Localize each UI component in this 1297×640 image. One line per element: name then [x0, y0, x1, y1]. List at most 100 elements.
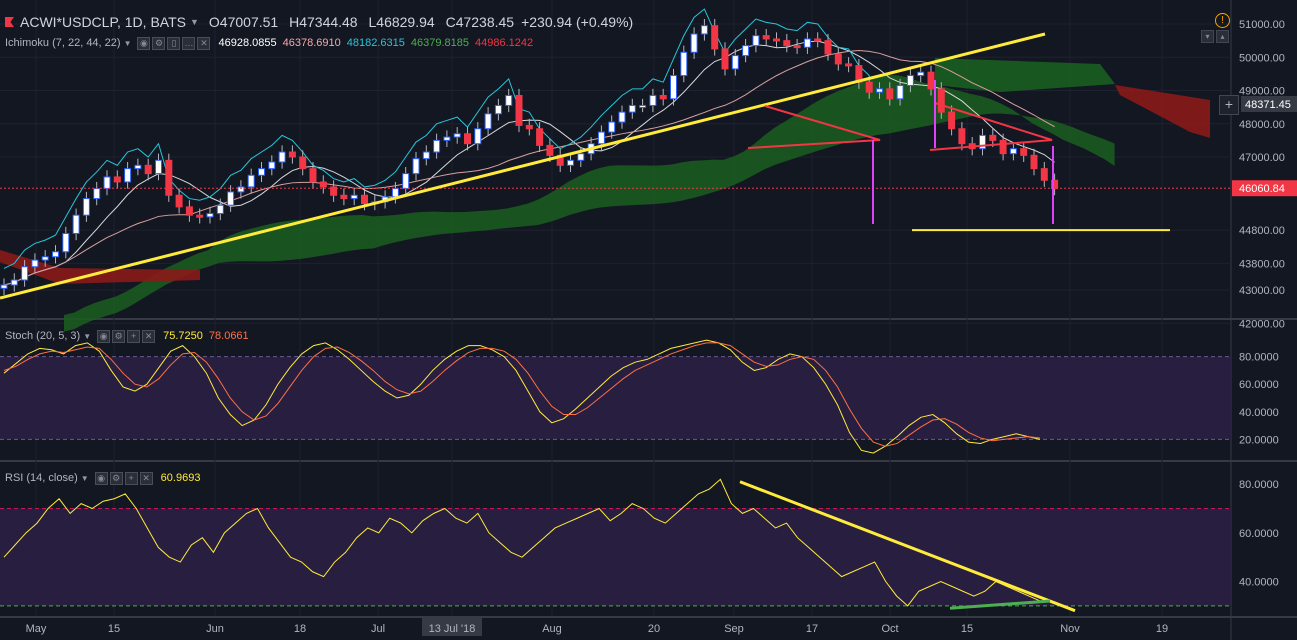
candle-body [350, 194, 358, 200]
candle-body [814, 38, 822, 42]
rsi-series [3, 478, 1041, 607]
plus-icon[interactable]: + [1219, 95, 1239, 115]
chevron-down-icon[interactable]: ▼ [80, 473, 89, 483]
candle-body [700, 25, 708, 35]
candle-body [958, 128, 966, 145]
candle-body [1040, 168, 1048, 181]
candle-body [21, 266, 29, 281]
chevron-down-icon[interactable]: ▼ [189, 17, 199, 27]
time-tick-label: Nov [1060, 623, 1080, 635]
candle-body [464, 133, 471, 145]
candle-body [742, 45, 750, 57]
price-tick-label: 49000.00 [1239, 86, 1285, 98]
scale-up-icon[interactable]: ▴ [1216, 30, 1229, 43]
candle-body [216, 204, 224, 215]
alert-icon[interactable]: ! [1215, 13, 1230, 28]
ohlc-values: O47007.51 H47344.48 L46829.94 C47238.45 [209, 14, 521, 30]
add-icon[interactable]: + [127, 329, 141, 343]
rsi-label[interactable]: RSI (14, close) [5, 472, 78, 484]
candle-body [865, 81, 873, 93]
candle-body [237, 186, 245, 193]
eye-icon[interactable]: ◉ [97, 329, 111, 343]
high-value: H47344.48 [289, 14, 358, 30]
scale-down-icon[interactable]: ▾ [1201, 30, 1214, 43]
settings-icon[interactable]: ⚙ [112, 329, 126, 343]
candle-body [628, 104, 636, 113]
symbol-title[interactable]: ACWI*USDCLP, 1D, BATS [20, 14, 186, 30]
candle-body [227, 191, 235, 206]
time-tick-label: Jun [206, 623, 224, 635]
settings-icon[interactable]: ⚙ [109, 471, 123, 485]
flag-icon[interactable] [5, 17, 14, 27]
candle-body [505, 94, 513, 106]
candle-body [165, 159, 173, 196]
more-icon[interactable]: … [182, 36, 196, 50]
price-tick-label: 43000.00 [1239, 285, 1285, 297]
close-icon[interactable]: ✕ [139, 471, 153, 485]
price-tick-label: 42000.00 [1239, 318, 1285, 330]
ichimoku-cloud [64, 74, 1115, 332]
ichimoku-value-5: 44986.1242 [474, 37, 534, 49]
candle-body [1020, 148, 1028, 156]
candle-body [793, 45, 801, 49]
low-value: L46829.94 [368, 14, 435, 30]
settings-icon[interactable]: ⚙ [152, 36, 166, 50]
candle-body [896, 85, 904, 100]
eye-icon[interactable]: ◉ [137, 36, 151, 50]
add-icon[interactable]: + [124, 471, 138, 485]
candle-body [144, 164, 152, 175]
candle-body [10, 279, 18, 286]
ichimoku-value-4: 46379.8185 [410, 37, 469, 49]
candle-body [433, 139, 441, 153]
open-value: O47007.51 [208, 14, 279, 30]
candle-body [247, 174, 255, 188]
source-icon[interactable]: ▯ [167, 36, 181, 50]
candle-body [515, 94, 523, 126]
candle-body [999, 139, 1007, 155]
trendline-support [0, 32, 1046, 300]
symbol-header: ACWI*USDCLP, 1D, BATS ▼ O47007.51 H47344… [0, 12, 633, 32]
ichimoku-legend: Ichimoku (7, 22, 44, 22) ▼ ◉ ⚙ ▯ … ✕ 469… [0, 35, 533, 51]
rsi-trendline [739, 480, 1076, 613]
candle-body [752, 35, 760, 47]
close-icon[interactable]: ✕ [142, 329, 156, 343]
candle-body [402, 173, 410, 190]
candle-body [608, 121, 616, 133]
time-tick-label: 15 [961, 623, 973, 635]
candle-body [618, 111, 626, 123]
chevron-down-icon[interactable]: ▼ [83, 331, 92, 341]
candle-body [711, 25, 719, 50]
candle-body [546, 144, 554, 156]
candle-body [927, 71, 935, 90]
time-tick-label: 20 [648, 623, 660, 635]
candle-body [0, 284, 8, 289]
stoch-label[interactable]: Stoch (20, 5, 3) [5, 330, 81, 342]
candle-body [494, 104, 502, 115]
rsi-tick-label: 60.0000 [1239, 528, 1279, 540]
close-icon[interactable]: ✕ [197, 36, 211, 50]
candle-body [937, 88, 945, 113]
ichimoku-label[interactable]: Ichimoku (7, 22, 44, 22) [5, 37, 121, 49]
pennant-pattern [747, 105, 881, 149]
candle-body [577, 153, 585, 161]
time-tick-label: 17 [806, 623, 818, 635]
candle-body [391, 188, 399, 198]
candle-body [155, 159, 162, 175]
candle-body [113, 176, 121, 183]
stoch-tick-label: 20.0000 [1239, 434, 1279, 446]
price-tick-label: 48000.00 [1239, 119, 1285, 131]
price-tick-label: 47000.00 [1239, 152, 1285, 164]
chevron-down-icon[interactable]: ▼ [123, 38, 132, 48]
rsi-band [0, 508, 1231, 606]
eye-icon[interactable]: ◉ [94, 471, 108, 485]
ichimoku-base-line [3, 50, 1055, 286]
stoch-series-%D [3, 342, 1041, 447]
stoch-d-value: 78.0661 [208, 330, 249, 342]
candle-body [1051, 179, 1059, 190]
candle-body [948, 111, 956, 130]
stoch-legend: Stoch (20, 5, 3) ▼ ◉ ⚙ + ✕ 75.7250 78.06… [0, 328, 249, 344]
candle-body [721, 48, 729, 70]
rsi-tick-label: 40.0000 [1239, 577, 1279, 589]
candle-body [989, 134, 997, 141]
